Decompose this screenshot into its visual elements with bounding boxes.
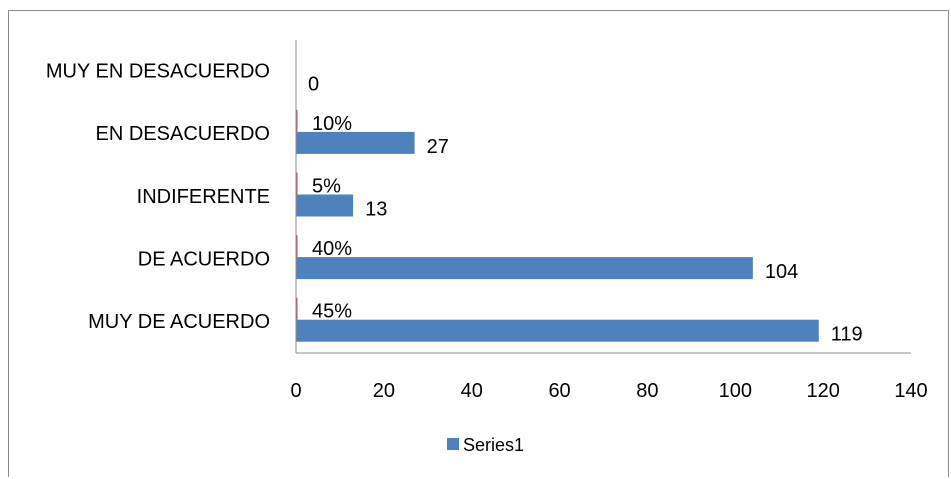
x-tick-label: 80 (636, 380, 658, 402)
x-tick-label: 120 (806, 380, 839, 402)
value-label: 104 (765, 261, 798, 283)
category-labels: MUY DE ACUERDO DE ACUERDO INDIFERENTE EN DE… (46, 61, 270, 333)
x-tick-label: 20 (373, 380, 395, 402)
bar (296, 194, 354, 217)
category-label: EN DESACUERDO (96, 123, 270, 145)
legend: Series1 (447, 435, 524, 455)
bars: 119 45% 104 40% 13 5% 27 10% 0 (296, 73, 863, 346)
x-tick-label: 0 (290, 380, 301, 402)
percent-label: 10% (312, 113, 352, 135)
bar (296, 319, 819, 342)
value-label: 0 (308, 73, 319, 95)
legend-label: Series1 (463, 435, 524, 455)
category-label: DE ACUERDO (138, 248, 270, 270)
axes (295, 40, 911, 354)
x-tick-label: 40 (461, 380, 483, 402)
chart-frame (8, 10, 949, 477)
percent-label: 40% (312, 238, 352, 260)
category-label: MUY DE ACUERDO (88, 311, 270, 333)
category-label: MUY EN DESACUERDO (46, 61, 270, 83)
category-label: INDIFERENTE (137, 186, 270, 208)
x-tick-label: 60 (548, 380, 570, 402)
bar (296, 131, 415, 154)
value-label: 27 (427, 136, 449, 158)
percent-label: 45% (312, 301, 352, 323)
x-tick-label: 140 (894, 380, 927, 402)
legend-swatch (447, 438, 459, 450)
value-label: 13 (365, 199, 387, 221)
x-tick-label: 100 (719, 380, 752, 402)
value-label: 119 (831, 324, 863, 346)
percent-label: 5% (312, 176, 341, 198)
x-tick-labels: 0 20 40 60 80 100 120 140 (290, 380, 927, 402)
bar (296, 257, 753, 280)
